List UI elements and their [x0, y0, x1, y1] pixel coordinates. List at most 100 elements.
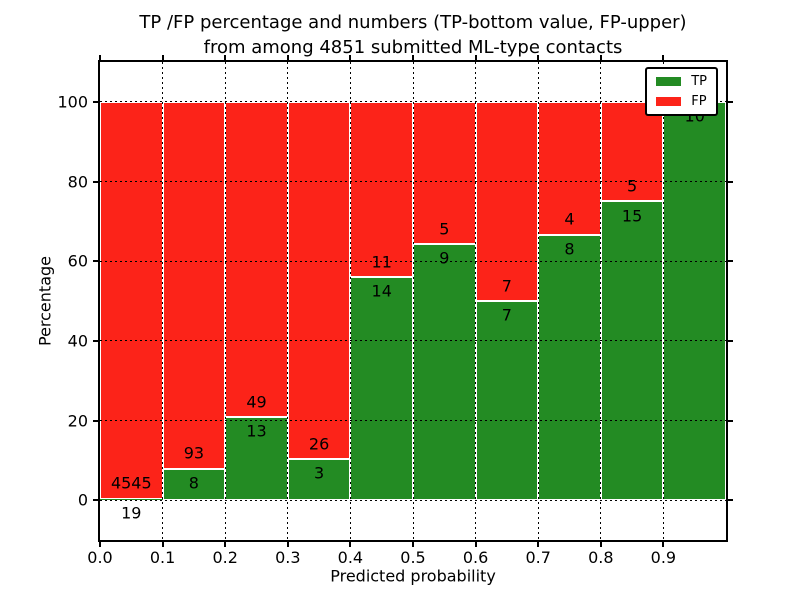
x-tick-mark	[99, 55, 101, 60]
x-tick-mark	[99, 542, 101, 547]
x-tick-mark	[161, 55, 164, 60]
fp-count-label: 5	[627, 176, 638, 196]
y-tick-mark	[728, 180, 733, 183]
y-tick-mark	[93, 499, 98, 502]
v-gridline	[412, 62, 414, 540]
fp-count-label: 93	[183, 443, 205, 463]
bar-segment-tp	[100, 498, 163, 501]
x-tick-mark	[662, 55, 665, 60]
y-tick-mark	[93, 260, 98, 263]
bar-segment-fp	[600, 101, 664, 202]
fp-swatch-icon	[656, 97, 682, 106]
legend-entry-tp: TP	[656, 75, 707, 88]
v-gridline	[537, 62, 539, 540]
bar-segment-fp	[350, 101, 413, 278]
x-tick-mark	[349, 55, 352, 60]
fp-count-label: 4545	[110, 473, 152, 493]
tp-count-label: 13	[246, 421, 267, 441]
x-tick-label: 0.3	[275, 548, 301, 567]
v-gridline	[600, 62, 602, 540]
fp-count-label: 5	[439, 219, 450, 239]
bar-segment-fp	[538, 101, 601, 235]
bar-segment-tp	[287, 458, 351, 501]
x-tick-mark	[224, 542, 227, 547]
tp-count-label: 19	[121, 503, 142, 523]
chart-title-line2: from among 4851 submitted ML-type contac…	[203, 37, 623, 58]
x-tick-mark	[474, 542, 477, 547]
x-tick-mark	[224, 55, 227, 60]
bar-segment-tp	[162, 468, 226, 501]
legend: TP FP	[645, 67, 718, 116]
x-tick-label: 0.8	[588, 548, 614, 567]
x-tick-mark	[537, 542, 540, 547]
fp-count-label: 11	[371, 252, 392, 272]
x-tick-label: 0.2	[212, 548, 238, 567]
fp-count-label: 26	[308, 434, 330, 454]
x-tick-mark	[412, 55, 414, 60]
y-tick-mark	[728, 339, 733, 342]
y-tick-label: 100	[57, 92, 88, 112]
y-tick-label: 0	[77, 490, 88, 510]
y-tick-mark	[93, 419, 98, 422]
y-tick-mark	[93, 100, 98, 103]
y-tick-mark	[728, 260, 733, 263]
y-tick-label: 60	[67, 251, 88, 271]
bar-segment-tp	[413, 244, 476, 501]
y-tick-mark	[728, 100, 733, 103]
plot-area: 4545 19 93 8 49 13 26 3 11 14 5 9 7 7 4 8 5 15 10 0.0 0.1 0.…	[57, 55, 733, 567]
bar-segment-fp	[225, 101, 288, 417]
x-tick-mark	[349, 542, 352, 547]
x-tick-mark	[599, 55, 602, 60]
y-tick-mark	[93, 339, 98, 342]
v-gridline	[349, 62, 351, 540]
x-tick-label: 0.7	[525, 548, 551, 567]
fp-count-label: 49	[246, 392, 267, 411]
x-tick-label: 0.4	[337, 548, 364, 567]
tp-count-label: 8	[564, 239, 575, 259]
bar-segment-fp	[413, 101, 476, 245]
chart-title: TP /FP percentage and numbers (TP-bottom…	[100, 10, 726, 60]
v-gridline	[224, 62, 226, 540]
x-tick-mark	[474, 55, 477, 60]
tp-count-label: 7	[501, 305, 512, 325]
v-gridline	[475, 62, 477, 540]
tp-swatch-icon	[656, 77, 682, 86]
tp-count-label: 9	[439, 248, 450, 268]
x-tick-label: 0.0	[87, 548, 113, 567]
bar-segment-fp	[162, 101, 226, 469]
x-tick-mark	[599, 542, 602, 547]
tp-count-label: 15	[621, 206, 643, 226]
x-axis-label: Predicted probability	[330, 566, 496, 586]
tp-count-label: 3	[314, 463, 325, 483]
y-tick-mark	[93, 180, 98, 183]
y-tick-mark	[728, 419, 733, 422]
bar-segment-tp	[350, 277, 413, 501]
v-gridline	[162, 62, 164, 540]
tp-count-label: 14	[371, 281, 392, 301]
x-tick-label: 0.5	[400, 548, 426, 567]
x-tick-mark	[412, 542, 414, 547]
x-tick-mark	[662, 542, 665, 547]
legend-entry-fp: FP	[656, 95, 707, 108]
legend-label-fp: FP	[691, 94, 707, 109]
y-axis-label: Percentage	[35, 255, 55, 347]
bar-segment-tp	[475, 301, 539, 501]
fp-count-label: 4	[564, 209, 575, 229]
y-tick-label: 20	[67, 411, 88, 430]
legend-label-tp: TP	[691, 74, 707, 89]
tp-count-label: 8	[188, 473, 199, 493]
x-tick-mark	[537, 55, 540, 60]
bar-segment-tp	[663, 101, 726, 501]
v-gridline	[662, 62, 664, 540]
bar-segment-fp	[475, 101, 539, 301]
bar-segment-tp	[600, 201, 664, 501]
y-tick-label: 40	[67, 331, 88, 351]
fp-count-label: 7	[501, 276, 512, 296]
bar-segment-fp	[100, 101, 163, 499]
v-gridline	[287, 62, 289, 540]
x-tick-label: 0.6	[462, 548, 489, 567]
x-tick-mark	[161, 542, 164, 547]
chart-title-line1: TP /FP percentage and numbers (TP-bottom…	[139, 12, 687, 33]
y-tick-mark	[728, 499, 733, 502]
